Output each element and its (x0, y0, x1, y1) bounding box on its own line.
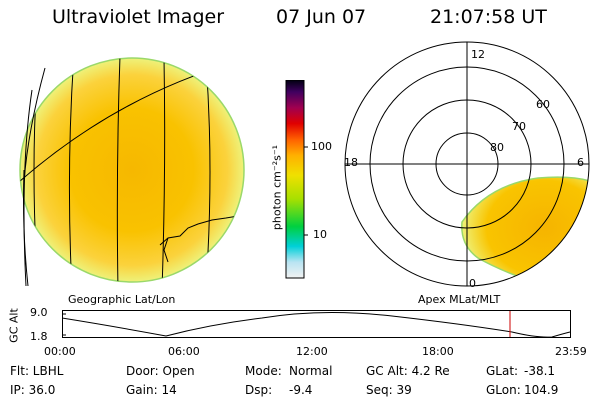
altitude-ylabel: GC Alt (7, 308, 21, 343)
time-tick-1200: 12:00 (296, 345, 328, 358)
glat-label: GLat: (486, 364, 519, 378)
mode-label: Mode: (245, 364, 282, 378)
instrument-title: Ultraviolet Imager (52, 6, 225, 28)
left-panel-caption: Geographic Lat/Lon (68, 293, 176, 306)
observation-time: 21:07:58 UT (430, 6, 547, 28)
altitude-ytick-9: 9.0 (30, 306, 48, 319)
gain-info: Gain: 14 (126, 383, 177, 397)
dsp-value: -9.4 (289, 383, 313, 397)
colorbar-tick-10: 10 (313, 228, 327, 241)
dsp-label: Dsp: (245, 383, 273, 397)
time-tick-1800: 18:00 (422, 345, 454, 358)
glat-value: -38.1 (524, 364, 556, 378)
colorbar-unit-label: photon cm⁻²s⁻¹ (270, 144, 284, 231)
time-tick-0600: 06:00 (168, 345, 200, 358)
seq-info: Seq: 39 (366, 383, 412, 397)
ip-info: IP: 36.0 (10, 383, 56, 397)
filter-info: Flt: LBHL (10, 364, 64, 378)
mode-value: Normal (289, 364, 333, 378)
altitude-curve (62, 311, 571, 338)
mlat-label-70: 70 (512, 120, 526, 133)
color-bar (285, 80, 308, 279)
mlat-label-80: 80 (490, 141, 504, 154)
colorbar-tick-100: 100 (311, 140, 332, 153)
mlt-label-0: 0 (469, 277, 476, 290)
mlt-label-6: 6 (577, 156, 584, 169)
gc-alt-info: GC Alt: 4.2 Re (366, 364, 450, 378)
observation-date: 07 Jun 07 (276, 6, 367, 28)
altitude-ytick-1-8: 1.8 (30, 330, 48, 343)
mlt-label-18: 18 (344, 156, 358, 169)
polar-plot (344, 41, 590, 287)
time-tick-2359: 23:59 (555, 345, 587, 358)
time-tick-0000: 00:00 (44, 345, 76, 358)
glon-label: GLon: (486, 383, 521, 397)
earth-disc (19, 57, 245, 283)
auroral-region (461, 176, 589, 286)
altitude-plot (62, 310, 571, 338)
mlat-label-60: 60 (536, 98, 550, 111)
mlt-label-12: 12 (471, 48, 485, 61)
glon-value: 104.9 (524, 383, 559, 397)
geographic-image (19, 57, 245, 287)
door-info: Door: Open (126, 364, 195, 378)
off-disc-grid (23, 67, 46, 287)
right-panel-caption: Apex MLat/MLT (418, 293, 501, 306)
polar-grid (344, 41, 590, 287)
